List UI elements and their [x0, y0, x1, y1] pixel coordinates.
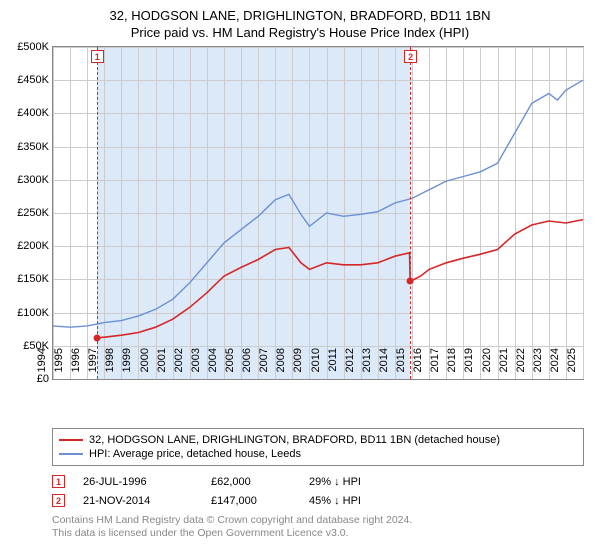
- title-line-2: Price paid vs. HM Land Registry's House …: [10, 25, 590, 40]
- x-tick-label: 2016: [412, 348, 424, 372]
- x-tick-label: 1998: [104, 348, 116, 372]
- x-tick-label: 2007: [258, 348, 270, 372]
- event-dashed-line: [97, 47, 98, 379]
- title-line-1: 32, HODGSON LANE, DRIGHLINGTON, BRADFORD…: [10, 8, 590, 23]
- x-tick-label: 1995: [53, 348, 65, 372]
- x-tick-label: 1997: [87, 348, 99, 372]
- x-tick-label: 1996: [70, 348, 82, 372]
- line-series: [53, 80, 583, 327]
- x-tick-label: 2013: [361, 348, 373, 372]
- chart-container: 32, HODGSON LANE, DRIGHLINGTON, BRADFORD…: [0, 0, 600, 560]
- x-tick-label: 2002: [173, 348, 185, 372]
- x-tick-label: 2019: [463, 348, 475, 372]
- datapoint-index-box: 1: [52, 475, 65, 488]
- datapoint-index-box: 2: [52, 494, 65, 507]
- legend-item: HPI: Average price, detached house, Leed…: [59, 447, 577, 461]
- footer-line-1: Contains HM Land Registry data © Crown c…: [52, 514, 584, 527]
- datapoint-price: £62,000: [211, 476, 291, 488]
- x-tick-label: 2003: [190, 348, 202, 372]
- y-tick-label: £500K: [17, 41, 49, 53]
- x-tick-label: 2000: [139, 348, 151, 372]
- x-tick-label: 1999: [121, 348, 133, 372]
- datapoint-pct: 45% ↓ HPI: [309, 495, 361, 507]
- legend-label: HPI: Average price, detached house, Leed…: [89, 448, 301, 460]
- y-tick-label: £300K: [17, 174, 49, 186]
- x-tick-label: 2008: [275, 348, 287, 372]
- datapoint-date: 26-JUL-1996: [83, 476, 193, 488]
- datapoint-row: 2 21-NOV-2014 £147,000 45% ↓ HPI: [52, 491, 584, 510]
- datapoint-price: £147,000: [211, 495, 291, 507]
- x-tick-label: 2001: [156, 348, 168, 372]
- x-tick-label: 2015: [395, 348, 407, 372]
- datapoint-list: 1 26-JUL-1996 £62,000 29% ↓ HPI 2 21-NOV…: [52, 472, 584, 510]
- x-tick-label: 2024: [549, 348, 561, 372]
- event-dashed-line: [410, 47, 411, 379]
- event-data-dot: [407, 278, 414, 285]
- line-series: [97, 220, 583, 338]
- y-tick-label: £200K: [17, 240, 49, 252]
- x-tick-label: 2014: [378, 348, 390, 372]
- x-tick-label: 2021: [498, 348, 510, 372]
- legend-swatch: [59, 439, 83, 441]
- datapoint-row: 1 26-JUL-1996 £62,000 29% ↓ HPI: [52, 472, 584, 491]
- plot-area: £0£50K£100K£150K£200K£250K£300K£350K£400…: [52, 46, 584, 380]
- legend-box: 32, HODGSON LANE, DRIGHLINGTON, BRADFORD…: [52, 428, 584, 466]
- x-axis: 1994199519961997199819992000200120022003…: [42, 348, 594, 388]
- title-block: 32, HODGSON LANE, DRIGHLINGTON, BRADFORD…: [10, 8, 590, 40]
- x-tick-label: 2022: [515, 348, 527, 372]
- y-tick-label: £250K: [17, 207, 49, 219]
- x-tick-label: 2012: [344, 348, 356, 372]
- event-data-dot: [93, 334, 100, 341]
- legend-item: 32, HODGSON LANE, DRIGHLINGTON, BRADFORD…: [59, 433, 577, 447]
- x-tick-label: 2006: [241, 348, 253, 372]
- x-tick-label: 2011: [327, 348, 339, 372]
- x-tick-label: 2025: [566, 348, 578, 372]
- chart-area: £0£50K£100K£150K£200K£250K£300K£350K£400…: [52, 46, 584, 380]
- y-tick-label: £400K: [17, 107, 49, 119]
- legend-label: 32, HODGSON LANE, DRIGHLINGTON, BRADFORD…: [89, 434, 500, 446]
- y-tick-label: £350K: [17, 141, 49, 153]
- x-tick-label: 1994: [36, 348, 48, 372]
- x-tick-label: 2023: [532, 348, 544, 372]
- x-tick-label: 2010: [310, 348, 322, 372]
- line-series-svg: [53, 47, 583, 379]
- x-tick-label: 2018: [446, 348, 458, 372]
- x-tick-label: 2005: [224, 348, 236, 372]
- x-tick-label: 2009: [292, 348, 304, 372]
- x-tick-label: 2017: [429, 348, 441, 372]
- x-tick-label: 2004: [207, 348, 219, 372]
- footer-attribution: Contains HM Land Registry data © Crown c…: [52, 514, 584, 540]
- datapoint-pct: 29% ↓ HPI: [309, 476, 361, 488]
- legend-swatch: [59, 453, 83, 455]
- y-tick-label: £450K: [17, 74, 49, 86]
- event-marker-box: 2: [404, 50, 417, 63]
- x-tick-label: 2020: [481, 348, 493, 372]
- gridline-vertical: [583, 47, 584, 379]
- datapoint-date: 21-NOV-2014: [83, 495, 193, 507]
- event-marker-box: 1: [91, 50, 104, 63]
- y-tick-label: £150K: [17, 273, 49, 285]
- footer-line-2: This data is licensed under the Open Gov…: [52, 527, 584, 540]
- y-tick-label: £100K: [17, 307, 49, 319]
